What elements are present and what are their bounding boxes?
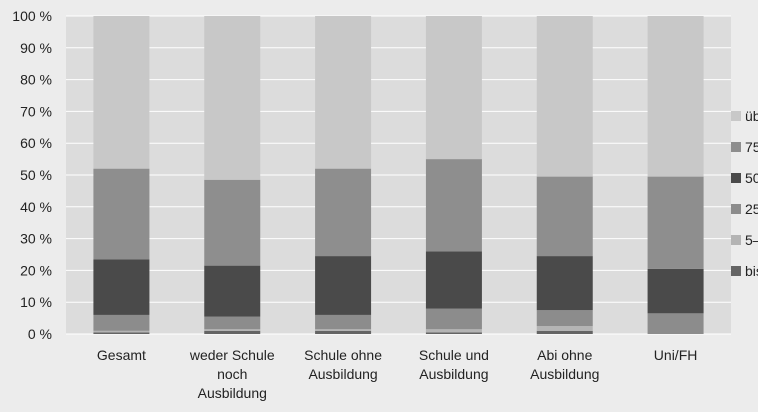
legend-swatch: [731, 111, 741, 121]
bar-segment: [315, 330, 372, 334]
bar-segment: [204, 330, 261, 334]
x-tick-label: Uni/FH: [654, 347, 698, 363]
bar-segment: [647, 16, 704, 177]
y-tick-label: 40 %: [20, 199, 52, 215]
bar-segment: [425, 329, 482, 333]
y-axis: 0 % 10 % 20 % 30 % 40 % 50 % 60 % 70 % 80 % 90 % 1…: [12, 8, 52, 342]
legend-swatch: [731, 142, 741, 152]
y-tick-label: 20 %: [20, 262, 52, 278]
bar-segment: [315, 329, 372, 331]
bar-segment: [93, 332, 150, 334]
y-tick-label: 60 %: [20, 135, 52, 151]
bar-segment: [315, 314, 372, 330]
x-tick-label-line: Ausbildung: [198, 385, 267, 401]
bars: [93, 16, 704, 334]
legend-swatch: [731, 204, 741, 214]
bar-segment: [425, 308, 482, 330]
bar-segment: [425, 16, 482, 160]
bar-segment: [93, 259, 150, 315]
x-tick-label-line: Ausbildung: [419, 366, 488, 382]
x-tick-label-line: Schule und: [419, 347, 489, 363]
legend: über 95 % 75–95 % 50–75 % 25–50 % 5–25 % bis …: [731, 108, 758, 279]
bar-segment: [204, 316, 261, 330]
bar-segment: [315, 256, 372, 315]
bar-segment: [536, 16, 593, 177]
bar-segment: [536, 176, 593, 257]
y-tick-label: 0 %: [28, 326, 52, 342]
bar-segment: [93, 16, 150, 169]
x-tick-label-line: weder Schule: [189, 347, 275, 363]
legend-label: 50–75 %: [745, 170, 758, 186]
legend-label: bis 5 %: [745, 263, 758, 279]
x-tick-label-line: Schule ohne: [304, 347, 382, 363]
x-tick-label-line: Ausbildung: [530, 366, 599, 382]
x-tick-label: weder Schule noch Ausbildung: [189, 347, 275, 401]
bar-segment: [536, 256, 593, 311]
legend-label: 25–50 %: [745, 201, 758, 217]
y-tick-label: 100 %: [12, 8, 52, 24]
legend-swatch: [731, 266, 741, 276]
legend-swatch: [731, 173, 741, 183]
x-tick-label: Schule ohne Ausbildung: [304, 347, 382, 382]
x-tick-label-line: Uni/FH: [654, 347, 698, 363]
y-tick-label: 30 %: [20, 231, 52, 247]
bar-segment: [204, 329, 261, 331]
x-tick-label-line: Ausbildung: [308, 366, 377, 382]
bar-segment: [536, 310, 593, 327]
bar-segment: [536, 326, 593, 331]
bar-segment: [425, 251, 482, 309]
x-tick-label-line: Abi ohne: [537, 347, 592, 363]
x-tick-label-line: noch: [217, 366, 247, 382]
legend-label: über 95 %: [745, 108, 758, 124]
bar-segment: [93, 168, 150, 260]
bar-segment: [315, 16, 372, 169]
y-tick-label: 50 %: [20, 167, 52, 183]
bar-segment: [315, 168, 372, 257]
x-tick-label: Schule und Ausbildung: [419, 347, 489, 382]
bar-segment: [425, 332, 482, 334]
y-tick-label: 90 %: [20, 40, 52, 56]
bar-segment: [204, 16, 261, 180]
bar-segment: [647, 313, 704, 334]
x-tick-label-line: Gesamt: [97, 347, 146, 363]
grid-lines: [66, 15, 731, 335]
bar-segment: [536, 330, 593, 334]
y-tick-label: 70 %: [20, 103, 52, 119]
legend-label: 75–95 %: [745, 139, 758, 155]
x-tick-label: Abi ohne Ausbildung: [530, 347, 599, 382]
bar-segment: [93, 330, 150, 333]
bar-segment: [93, 314, 150, 331]
bar-segment: [647, 268, 704, 314]
x-tick-label: Gesamt: [97, 347, 146, 363]
y-tick-label: 80 %: [20, 72, 52, 88]
bar-segment: [204, 179, 261, 266]
bar-segment: [204, 265, 261, 317]
legend-label: 5–25 %: [745, 232, 758, 248]
y-tick-label: 10 %: [20, 294, 52, 310]
legend-swatch: [731, 235, 741, 245]
bar-segment: [647, 176, 704, 269]
bar-segment: [425, 159, 482, 252]
